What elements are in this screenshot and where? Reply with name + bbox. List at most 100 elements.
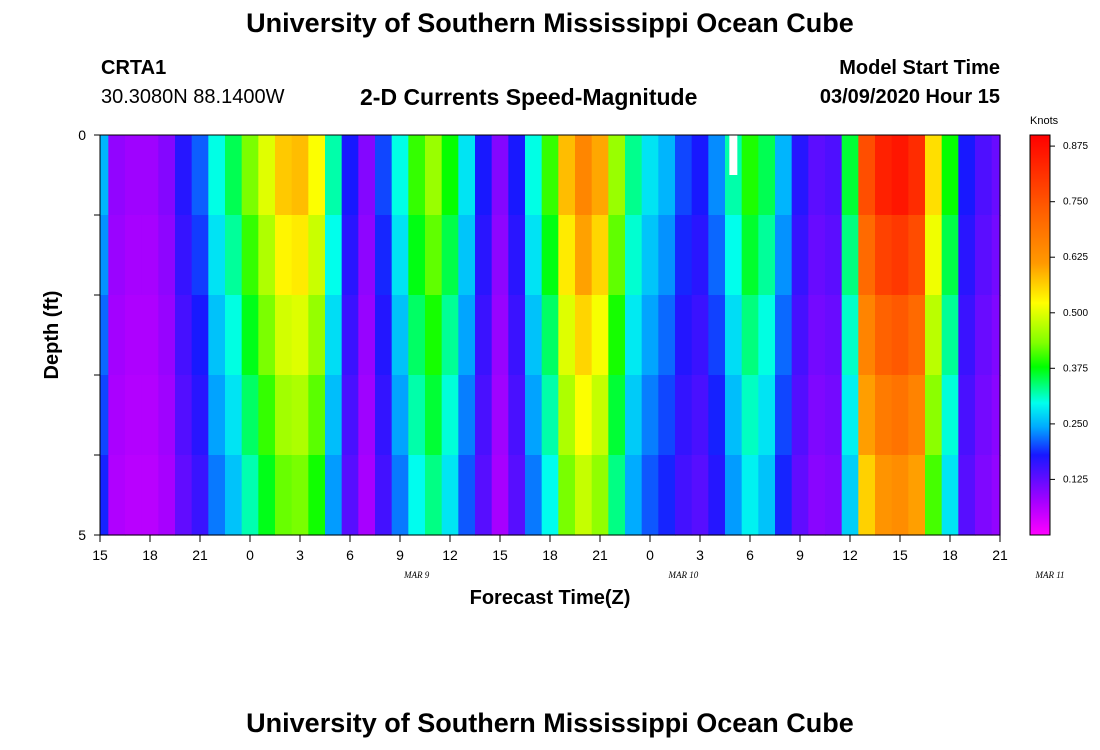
x-axis-label: Forecast Time(Z) (470, 587, 631, 609)
heatmap-cell (100, 455, 109, 536)
heatmap-cell (258, 215, 276, 296)
heatmap-cell (825, 375, 843, 456)
heatmap-cell (425, 295, 443, 376)
heatmap-cell (541, 455, 559, 536)
heatmap-cell (991, 135, 1001, 216)
heatmap-cell (458, 295, 476, 376)
heatmap-cell (391, 295, 409, 376)
heatmap-cell (808, 295, 826, 376)
heatmap-cell (825, 455, 843, 536)
heatmap-cell (858, 455, 876, 536)
heatmap-cell (258, 135, 276, 216)
heatmap-cell (175, 295, 193, 376)
heatmap-cell (791, 295, 809, 376)
heatmap-cell (125, 135, 143, 216)
heatmap-cell (741, 455, 759, 536)
heatmap-cell (341, 375, 359, 456)
heatmap-cell (158, 375, 176, 456)
heatmap-cell (958, 215, 976, 296)
x-tick-label: 0 (246, 547, 254, 563)
heatmap-cell (158, 455, 176, 536)
heatmap-cell (175, 215, 193, 296)
heatmap-cell (658, 135, 676, 216)
heatmap-cell (541, 375, 559, 456)
heatmap-cell (241, 295, 259, 376)
y-tick-label: 5 (78, 527, 86, 543)
heatmap-cell (491, 375, 509, 456)
heatmap-cell (375, 295, 393, 376)
heatmap-cell (241, 135, 259, 216)
heatmap-cell (175, 375, 193, 456)
heatmap-cell (358, 135, 376, 216)
colorbar-tick-label: 0.500 (1063, 308, 1088, 319)
heatmap-cell (258, 295, 276, 376)
heatmap-cell (291, 295, 309, 376)
heatmap-cell (758, 455, 776, 536)
heatmap-cell (575, 295, 593, 376)
heatmap-cell (591, 375, 609, 456)
heatmap-cell (775, 375, 793, 456)
x-tick-label: 6 (746, 547, 754, 563)
heatmap-cell (625, 135, 643, 216)
heatmap-cell (525, 375, 543, 456)
heatmap-cell (458, 215, 476, 296)
heatmap-cell (741, 375, 759, 456)
colorbar-tick-label: 0.375 (1063, 363, 1088, 374)
heatmap-cell (608, 135, 626, 216)
x-tick-label: 15 (492, 547, 508, 563)
heatmap-cell (175, 455, 193, 536)
heatmap-cell (358, 455, 376, 536)
heatmap-cell (508, 455, 526, 536)
heatmap-cell (891, 375, 909, 456)
date-label: MAR 9 (403, 570, 430, 580)
heatmap-cell (291, 215, 309, 296)
heatmap-cell (241, 375, 259, 456)
x-tick-label: 18 (542, 547, 558, 563)
heatmap-cell (641, 455, 659, 536)
heatmap-cell (491, 135, 509, 216)
heatmap-cell (441, 295, 459, 376)
x-tick-label: 3 (696, 547, 704, 563)
heatmap-cell (325, 375, 343, 456)
heatmap-cell (191, 295, 209, 376)
heatmap-cell (558, 135, 576, 216)
heatmap-cell (341, 455, 359, 536)
x-tick-label: 18 (942, 547, 958, 563)
heatmap-cell (525, 135, 543, 216)
heatmap-cell (691, 135, 709, 216)
heatmap-cell (358, 375, 376, 456)
heatmap-cell (191, 375, 209, 456)
heatmap-cell (475, 135, 493, 216)
heatmap-cell (925, 215, 943, 296)
x-tick-label: 6 (346, 547, 354, 563)
heatmap-cell (425, 375, 443, 456)
model-start-value: 03/09/2020 Hour 15 (819, 86, 1000, 108)
heatmap-cell (275, 455, 293, 536)
heatmap-cell (608, 215, 626, 296)
heatmap-cell (375, 215, 393, 296)
heatmap-cell (791, 215, 809, 296)
footer-title: University of Southern Mississippi Ocean… (246, 708, 854, 738)
heatmap-cell (908, 455, 926, 536)
heatmap-cell (875, 455, 893, 536)
heatmap-cell (308, 375, 326, 456)
heatmap-cell (908, 215, 926, 296)
heatmap-cell (525, 455, 543, 536)
heatmap-cell (375, 375, 393, 456)
heatmap-cell (191, 215, 209, 296)
heatmap-cell (441, 135, 459, 216)
x-tick-label: 0 (646, 547, 654, 563)
heatmap-cell (975, 135, 993, 216)
heatmap-cell (775, 215, 793, 296)
x-tick-label: 15 (92, 547, 108, 563)
heatmap-cell (225, 375, 243, 456)
heatmap-cell (208, 135, 226, 216)
model-start-label: Model Start Time (839, 57, 1000, 79)
x-tick-label: 21 (992, 547, 1008, 563)
x-tick-label: 21 (192, 547, 208, 563)
heatmap-cell (375, 135, 393, 216)
heatmap-cell (591, 135, 609, 216)
heatmap-cell (358, 295, 376, 376)
heatmap-cell (925, 455, 943, 536)
heatmap-cell (791, 375, 809, 456)
